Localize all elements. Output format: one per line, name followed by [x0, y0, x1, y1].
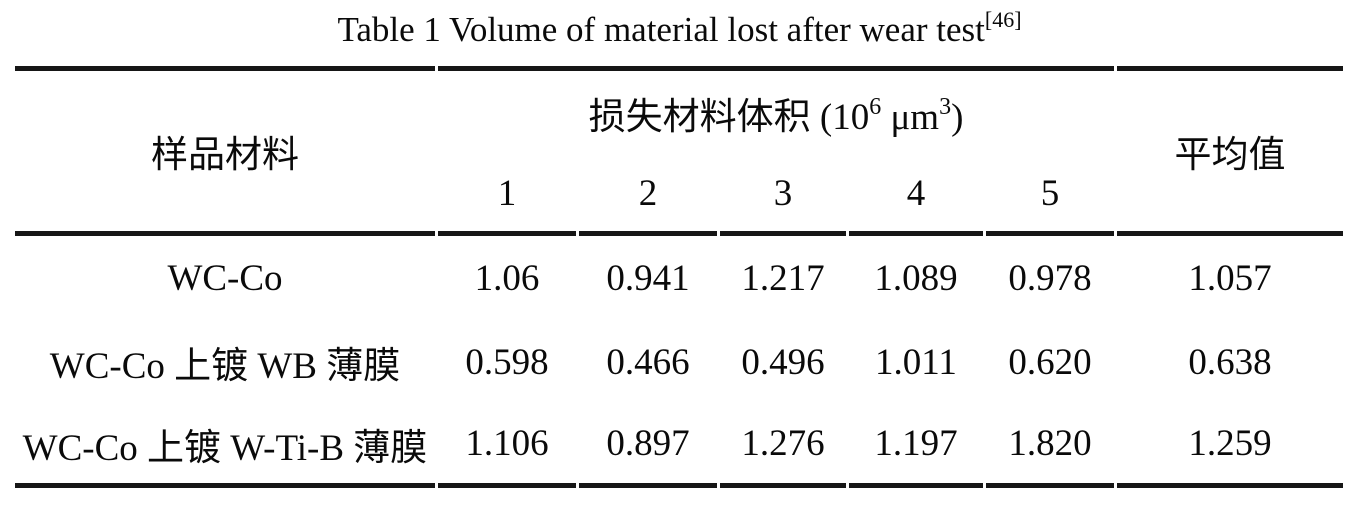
- trial-number-header-3: 3: [720, 155, 846, 236]
- value-cell: 0.496: [741, 341, 825, 383]
- value-cell: 1.197: [849, 404, 983, 488]
- value-cell: 0.620: [1008, 341, 1092, 383]
- value-cell: 1.276: [720, 404, 846, 488]
- table-caption: Table 1 Volume of material lost after we…: [0, 8, 1359, 52]
- volume-header-label: 损失材料体积 (10: [588, 97, 870, 138]
- trial-number-header-2: 2: [579, 155, 717, 236]
- trial-number-header-1: 1: [438, 155, 576, 236]
- volume-exponent: 6: [869, 94, 882, 120]
- column-header-sample-material: 样品材料: [15, 66, 435, 236]
- volume-unit: μm: [881, 97, 940, 138]
- value-cell: 0.941: [606, 257, 690, 299]
- material-cell: WC-Co 上镀 W-Ti-B 薄膜: [15, 404, 435, 488]
- volume-header-close: ): [951, 97, 964, 138]
- material-cell: WC-Co 上镀 WB 薄膜: [49, 346, 401, 387]
- table-caption-text: Table 1 Volume of material lost after we…: [337, 10, 985, 49]
- header-row-group: 样品材料 损失材料体积 (106 μm3) 平均值: [15, 66, 1344, 236]
- citation-reference: [46]: [984, 7, 1022, 32]
- trial-number-row: 1 2 3 4 5: [15, 155, 1343, 236]
- average-cell: 1.259: [1117, 404, 1344, 488]
- value-cell: 0.978: [1008, 257, 1092, 299]
- column-header-average: 平均值: [1117, 66, 1344, 236]
- table-row-wc-co: WC-Co 1.06 0.941 1.217 1.089 0.978 1.057: [15, 236, 1343, 320]
- value-cell: 0.897: [579, 404, 717, 488]
- volume-unit-exponent: 3: [939, 94, 952, 120]
- value-cell: 1.06: [474, 257, 540, 299]
- value-cell: 1.217: [741, 257, 825, 299]
- table-row-wc-co-wb-film: WC-Co 上镀 WB 薄膜 0.598 0.466 0.496 1.011 0…: [15, 320, 1343, 404]
- table-row-wc-co-w-ti-b-film: WC-Co 上镀 W-Ti-B 薄膜 1.106 0.897 1.276 1.1…: [15, 404, 1344, 488]
- value-cell: 1.011: [875, 341, 957, 383]
- value-cell: 0.598: [465, 341, 549, 383]
- value-cell: 0.466: [606, 341, 690, 383]
- value-cell: 1.089: [874, 257, 958, 299]
- trial-number-header-4: 4: [849, 155, 983, 236]
- average-cell: 0.638: [1188, 341, 1272, 383]
- material-cell: WC-Co: [167, 257, 283, 299]
- average-cell: 1.057: [1188, 257, 1272, 299]
- trial-number-header-5: 5: [986, 155, 1115, 236]
- column-header-volume: 损失材料体积 (106 μm3): [438, 66, 1115, 155]
- wear-test-data-table: 样品材料 损失材料体积 (106 μm3) 平均值 1 2 3 4 5 WC-C…: [12, 66, 1346, 488]
- value-cell: 1.820: [986, 404, 1115, 488]
- value-cell: 1.106: [438, 404, 576, 488]
